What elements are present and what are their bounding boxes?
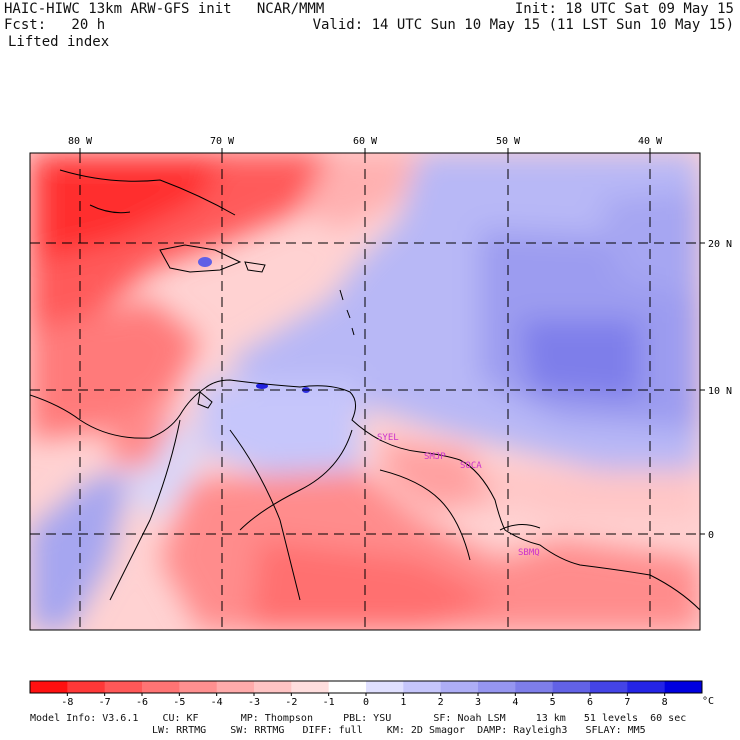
header-forecast-hour: Fcst: 20 h — [4, 17, 106, 33]
colorbar-swatch — [179, 681, 218, 693]
colorbar-tick-label: 6 — [587, 697, 593, 708]
coastlines — [30, 169, 700, 611]
colorbar-labels: -8 -7 -6 -5 -4 -3 -2 -1 0 1 2 3 4 5 6 7 8 — [61, 697, 667, 708]
colorbar-swatch — [403, 681, 442, 693]
colorbar-swatch — [515, 681, 554, 693]
header-model-title: HAIC-HIWC 13km ARW-GFS init NCAR/MMM — [4, 1, 325, 17]
colorbar-swatch — [664, 681, 703, 693]
colorbar-swatch — [552, 681, 591, 693]
colorbar-tick-label: -7 — [99, 697, 111, 708]
colorbar-unit: °C — [702, 696, 714, 707]
lifted-index-field — [30, 153, 700, 630]
colorbar-swatch — [328, 681, 367, 693]
station-syel: SYEL — [377, 433, 399, 443]
colorbar — [29, 680, 703, 696]
colorbar-tick-label: 7 — [624, 697, 630, 708]
station-smjp: SMJP — [424, 452, 446, 462]
lon-label-50w: 50 W — [496, 136, 521, 147]
colorbar-swatch — [142, 681, 180, 693]
lon-label-40w: 40 W — [638, 136, 663, 147]
model-info-line1: Model Info: V3.6.1 CU: KF MP: Thompson P… — [30, 713, 687, 724]
colorbar-tick-label: 0 — [363, 697, 369, 708]
colorbar-swatch — [216, 681, 255, 693]
model-info-line2: LW: RRTMG SW: RRTMG DIFF: full KM: 2D Sm… — [152, 725, 646, 736]
lon-label-60w: 60 W — [353, 136, 378, 147]
colorbar-swatch — [254, 681, 292, 693]
header-init-time: Init: 18 UTC Sat 09 May 15 — [514, 1, 734, 17]
colorbar-swatch — [627, 681, 666, 693]
colorbar-tick-label: 2 — [438, 697, 444, 708]
field-name: Lifted index — [8, 34, 110, 50]
colorbar-tick-label: 8 — [662, 697, 668, 708]
colorbar-swatch — [67, 681, 106, 693]
colorbar-swatch — [104, 681, 143, 693]
colorbar-swatch — [366, 681, 404, 693]
lat-label-10n: 10 N — [708, 386, 732, 397]
colorbar-swatch — [291, 681, 330, 693]
header-valid-time: Valid: 14 UTC Sun 10 May 15 (11 LST Sun … — [312, 17, 734, 33]
colorbar-tick-label: 4 — [512, 697, 518, 708]
colorbar-tick-label: -1 — [323, 697, 335, 708]
colorbar-tick-label: 1 — [400, 697, 406, 708]
colorbar-tick-label: 5 — [550, 697, 556, 708]
colorbar-swatch — [30, 681, 68, 693]
colorbar-swatch — [440, 681, 479, 693]
lat-label-0: 0 — [708, 530, 714, 541]
lat-label-20n: 20 N — [708, 239, 732, 250]
station-labels: SYEL SMJP SOCA SBMQ — [377, 433, 540, 558]
colorbar-swatch — [478, 681, 516, 693]
lon-label-70w: 70 W — [210, 136, 235, 147]
station-soca: SOCA — [460, 461, 482, 471]
tick-marks — [79, 148, 705, 535]
colorbar-tick-label: -8 — [61, 697, 73, 708]
lon-label-80w: 80 W — [68, 136, 93, 147]
colorbar-tick-label: -5 — [173, 697, 185, 708]
colorbar-swatch — [590, 681, 628, 693]
colorbar-tick-label: -4 — [211, 697, 223, 708]
station-sbmq: SBMQ — [518, 548, 540, 558]
colorbar-tick-label: 3 — [475, 697, 481, 708]
colorbar-tick-label: -2 — [285, 697, 297, 708]
colorbar-tick-label: -6 — [136, 697, 148, 708]
colorbar-tick-label: -3 — [248, 697, 260, 708]
